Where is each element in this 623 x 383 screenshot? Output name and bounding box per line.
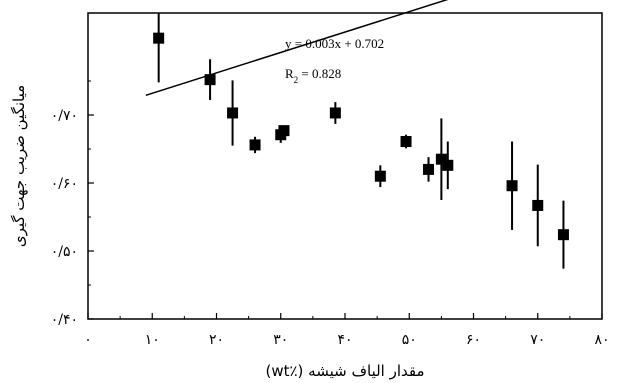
fit-line-layer — [145, 0, 449, 96]
x-tick-label: ۵۰ — [402, 332, 417, 348]
point-marker — [557, 229, 569, 241]
data-point-4 — [249, 136, 261, 154]
point-marker — [400, 136, 412, 148]
point-marker — [423, 163, 435, 175]
x-tick-label: ۶۰ — [466, 332, 481, 348]
regression-line — [145, 0, 449, 96]
data-point-6 — [278, 125, 290, 137]
point-marker — [204, 74, 216, 86]
y-tick-label: ۰/۷۰ — [51, 108, 78, 124]
data-point-14 — [532, 164, 544, 247]
x-tick-label: ۷۰ — [530, 332, 545, 348]
y-axis: ۰/۴۰ ۰/۵۰ ۰/۶۰ ۰/۷۰ — [51, 80, 94, 328]
point-marker — [506, 180, 518, 192]
r2-annotation: R2 = 0.828 — [285, 66, 341, 85]
y-tick-label: ۰/۴۰ — [51, 312, 78, 328]
point-marker — [374, 170, 386, 182]
data-point-10 — [423, 157, 435, 182]
equation-annotation: y = 0.003x + 0.702 — [285, 36, 384, 51]
data-point-8 — [374, 165, 386, 188]
x-axis: ۰ ۱۰ ۲۰ ۳۰ ۴۰ ۵۰ ۶۰ ۷۰ ۸۰ — [84, 313, 610, 348]
point-marker — [153, 32, 165, 44]
point-marker — [435, 153, 447, 165]
r2-subscript: 2 — [294, 75, 299, 85]
point-marker — [227, 107, 239, 119]
x-tick-label: ۲۰ — [209, 332, 224, 348]
point-marker — [442, 159, 454, 171]
plot-area-frame — [87, 12, 603, 320]
data-point-7 — [329, 102, 341, 124]
x-tick-label: ۱۰ — [145, 332, 160, 348]
data-point-12 — [442, 141, 454, 190]
points-layer — [153, 13, 569, 269]
point-marker — [278, 125, 290, 137]
x-tick-label: ۴۰ — [337, 332, 352, 348]
x-tick-label: ۸۰ — [594, 332, 609, 348]
data-point-9 — [400, 134, 412, 149]
data-point-3 — [227, 80, 239, 146]
point-marker — [249, 139, 261, 151]
point-marker — [329, 107, 341, 119]
y-axis-title: میانگین ضریب جهت گیری — [10, 85, 28, 247]
data-point-15 — [557, 200, 569, 269]
data-point-2 — [204, 59, 216, 101]
data-point-1 — [153, 13, 165, 83]
point-marker — [532, 199, 544, 211]
data-point-11 — [435, 118, 447, 200]
data-point-13 — [506, 141, 518, 230]
y-tick-label: ۰/۶۰ — [51, 176, 78, 192]
x-axis-title: مقدار الیاف شیشه (٪wt) — [265, 362, 424, 380]
y-tick-label: ۰/۵۰ — [51, 244, 78, 260]
x-tick-label: ۳۰ — [273, 332, 288, 348]
x-tick-label: ۰ — [84, 332, 92, 348]
